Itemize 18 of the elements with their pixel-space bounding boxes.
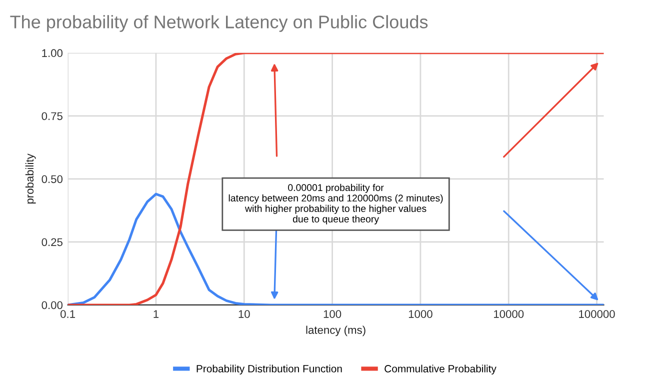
x-axis-title: latency (ms) <box>306 326 366 336</box>
x-tick-label: 100 <box>324 310 342 318</box>
y-tick-label: 1.00 <box>42 49 63 58</box>
y-tick-label: 0.00 <box>42 301 63 310</box>
x-tick-label: 100000 <box>579 310 615 318</box>
x-tick-label: 1 <box>154 310 159 318</box>
annotation: 0.00001 probability for latency between 20ms and 120000ms (2 minutes) with higher probability to the higher values due to queue theory <box>228 184 443 224</box>
legend-label: Commulative Probability <box>384 364 496 374</box>
legend-label: Probability Distribution Function <box>196 364 342 374</box>
y-tick-label: 0.75 <box>42 112 62 120</box>
x-tick-label: 10 <box>238 310 250 318</box>
x-tick-label: 0.1 <box>60 310 75 318</box>
x-tick-label: 10000 <box>494 310 524 318</box>
y-tick-label: 0.25 <box>42 238 62 246</box>
x-tick-label: 1000 <box>408 310 432 318</box>
y-axis-title: probability <box>25 154 36 204</box>
chart-title: The probability of Network Latency on Public Clouds <box>10 15 428 32</box>
y-tick-label: 0.50 <box>42 175 63 184</box>
